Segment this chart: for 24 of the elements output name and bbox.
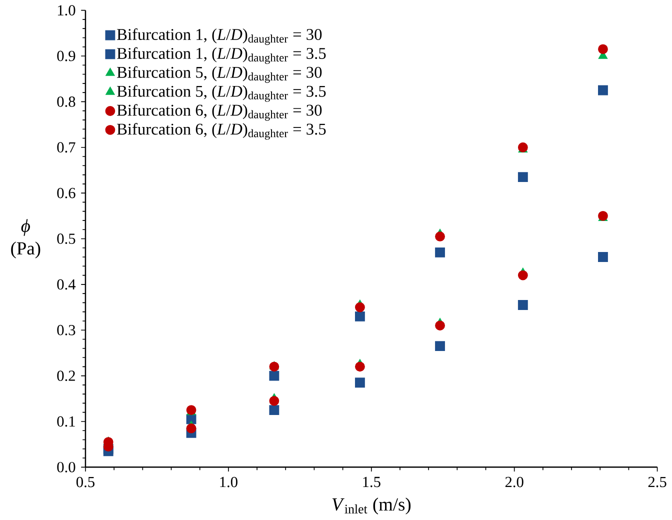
y-tick-label: 0.0 [57, 462, 76, 473]
y-tick-label: 0.1 [57, 416, 75, 427]
x-axis-title: V$_{inlet}$ (m/s) [332, 498, 411, 515]
legend-label: Bifurcation 1, (L/D)$_{daughter}$ = 30 [117, 28, 322, 46]
y-tick-label: 0.2 [57, 370, 75, 382]
y-tick-label: 0.7 [57, 142, 76, 153]
legend-label: Bifurcation 6, (L/D)$_{daughter}$ = 30 [117, 104, 322, 121]
y-tick-label: 0.3 [57, 325, 76, 336]
legend-label: Bifurcation 1, (L/D)$_{daughter}$ = 3.5 [117, 48, 326, 64]
x-tick-label: 2.5 [648, 477, 666, 488]
x-tick-label: 2.0 [505, 477, 524, 488]
y-tick-label: 0.4 [57, 279, 76, 290]
y-tick-label: 0.6 [57, 188, 76, 199]
y-tick-label: 0.9 [57, 51, 76, 62]
y-axis-title: ϕ (Pa) [11, 219, 40, 259]
x-tick-label: 0.5 [76, 477, 94, 488]
x-tick-label: 1.0 [220, 477, 238, 488]
legend-label: Bifurcation 5, (L/D)$_{daughter}$ = 3.5 [117, 85, 326, 102]
y-tick-label: 0.8 [57, 96, 76, 108]
x-tick-label: 1.5 [363, 477, 380, 488]
y-tick-label: 1.0 [58, 5, 76, 16]
legend-label: Bifurcation 6, (L/D)$_{daughter}$ = 3.5 [117, 123, 326, 140]
y-tick-label: 0.5 [57, 234, 76, 244]
legend-label: Bifurcation 5, (L/D)$_{daughter}$ = 30 [117, 66, 322, 84]
